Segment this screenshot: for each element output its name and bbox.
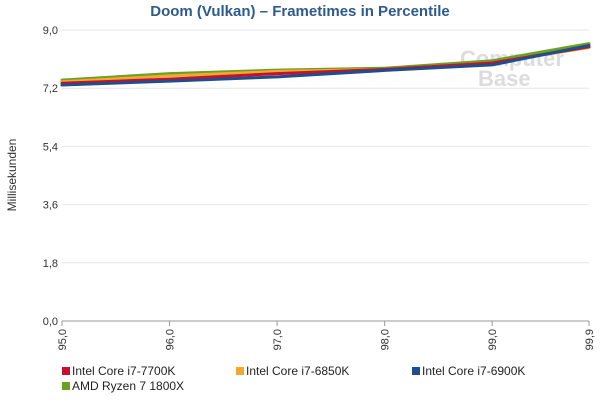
x-tick-label: 97,0 <box>272 329 284 350</box>
y-tick-label: 0,0 <box>43 316 58 328</box>
chart-title: Doom (Vulkan) – Frametimes in Percentile <box>150 3 450 20</box>
y-tick-label: 9,0 <box>43 25 58 37</box>
grid-lines <box>62 29 589 322</box>
y-axis-ticks: 0,0 1,8 3,6 5,4 7,2 9,0 <box>43 25 58 328</box>
x-tick-label: 95,0 <box>57 329 69 350</box>
legend-label-2: Intel Core i7-6850K <box>246 364 349 378</box>
legend-swatch-1 <box>62 367 70 375</box>
legend: Intel Core i7-7700K Intel Core i7-6850K In… <box>62 364 525 393</box>
x-tick-label: 99,0 <box>487 329 499 350</box>
legend-label-3: Intel Core i7-6900K <box>422 364 525 378</box>
watermark-line-2: Base <box>478 66 531 91</box>
y-tick-label: 3,6 <box>43 200 58 212</box>
legend-label-1: Intel Core i7-7700K <box>72 364 175 378</box>
legend-swatch-2 <box>236 367 244 375</box>
y-tick-label: 7,2 <box>43 83 58 95</box>
legend-label-4: AMD Ryzen 7 1800X <box>72 379 184 393</box>
x-tick-label: 99,9 <box>584 329 596 350</box>
series-line-3 <box>60 44 591 87</box>
legend-swatch-4 <box>62 382 70 390</box>
series-lines <box>60 42 591 87</box>
legend-swatch-3 <box>412 367 420 375</box>
y-tick-label: 1,8 <box>43 258 58 270</box>
x-tick-label: 96,0 <box>165 329 177 350</box>
x-axis-ticks: 95,0 96,0 97,0 98,0 99,0 99,9 <box>57 321 596 350</box>
x-tick-label: 98,0 <box>380 329 392 350</box>
y-tick-label: 5,4 <box>43 141 58 153</box>
y-axis-label: Millisekunden <box>5 139 19 212</box>
